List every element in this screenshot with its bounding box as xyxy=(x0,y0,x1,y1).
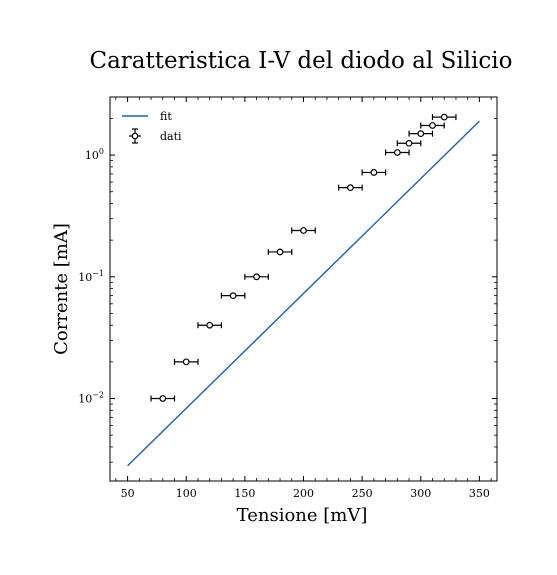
fit-line xyxy=(127,120,480,467)
data-point xyxy=(405,139,413,147)
data-point xyxy=(300,227,307,234)
data-point xyxy=(440,113,448,121)
x-tick-label: 300 xyxy=(410,487,431,500)
data-point xyxy=(206,321,214,329)
x-tick-label: 150 xyxy=(234,487,255,500)
x-tick-label: 50 xyxy=(121,487,135,500)
y-tick-label: 100 xyxy=(85,147,104,162)
y-tick-label: 10−2 xyxy=(78,391,104,406)
data-point xyxy=(417,130,425,138)
data-point xyxy=(253,273,260,281)
data-point xyxy=(159,395,167,402)
legend-dati-label: dati xyxy=(160,130,182,143)
legend-dati-marker xyxy=(131,132,139,140)
data-point xyxy=(370,169,378,176)
x-tick-label: 350 xyxy=(469,487,490,500)
plot-area: 50 100 150 200 250 300 350 10−2 10−1 100 fit dati xyxy=(78,96,498,500)
x-tick-label: 250 xyxy=(352,487,373,500)
data-point xyxy=(182,358,190,366)
chart-title: Caratteristica I-V del diodo al Silicio xyxy=(90,48,513,74)
data-point xyxy=(393,149,401,156)
legend-fit-label: fit xyxy=(160,110,172,123)
y-tick-label: 10−1 xyxy=(78,269,104,284)
x-tick-label: 200 xyxy=(293,487,314,500)
plot-frame xyxy=(109,96,498,482)
y-axis-label: Corrente [mA] xyxy=(51,223,72,355)
x-tick-label: 100 xyxy=(176,487,197,500)
data-point xyxy=(229,292,237,300)
data-point xyxy=(429,122,436,129)
data-point xyxy=(276,248,284,256)
data-point xyxy=(347,184,354,192)
x-axis-label: Tensione [mV] xyxy=(237,505,368,526)
